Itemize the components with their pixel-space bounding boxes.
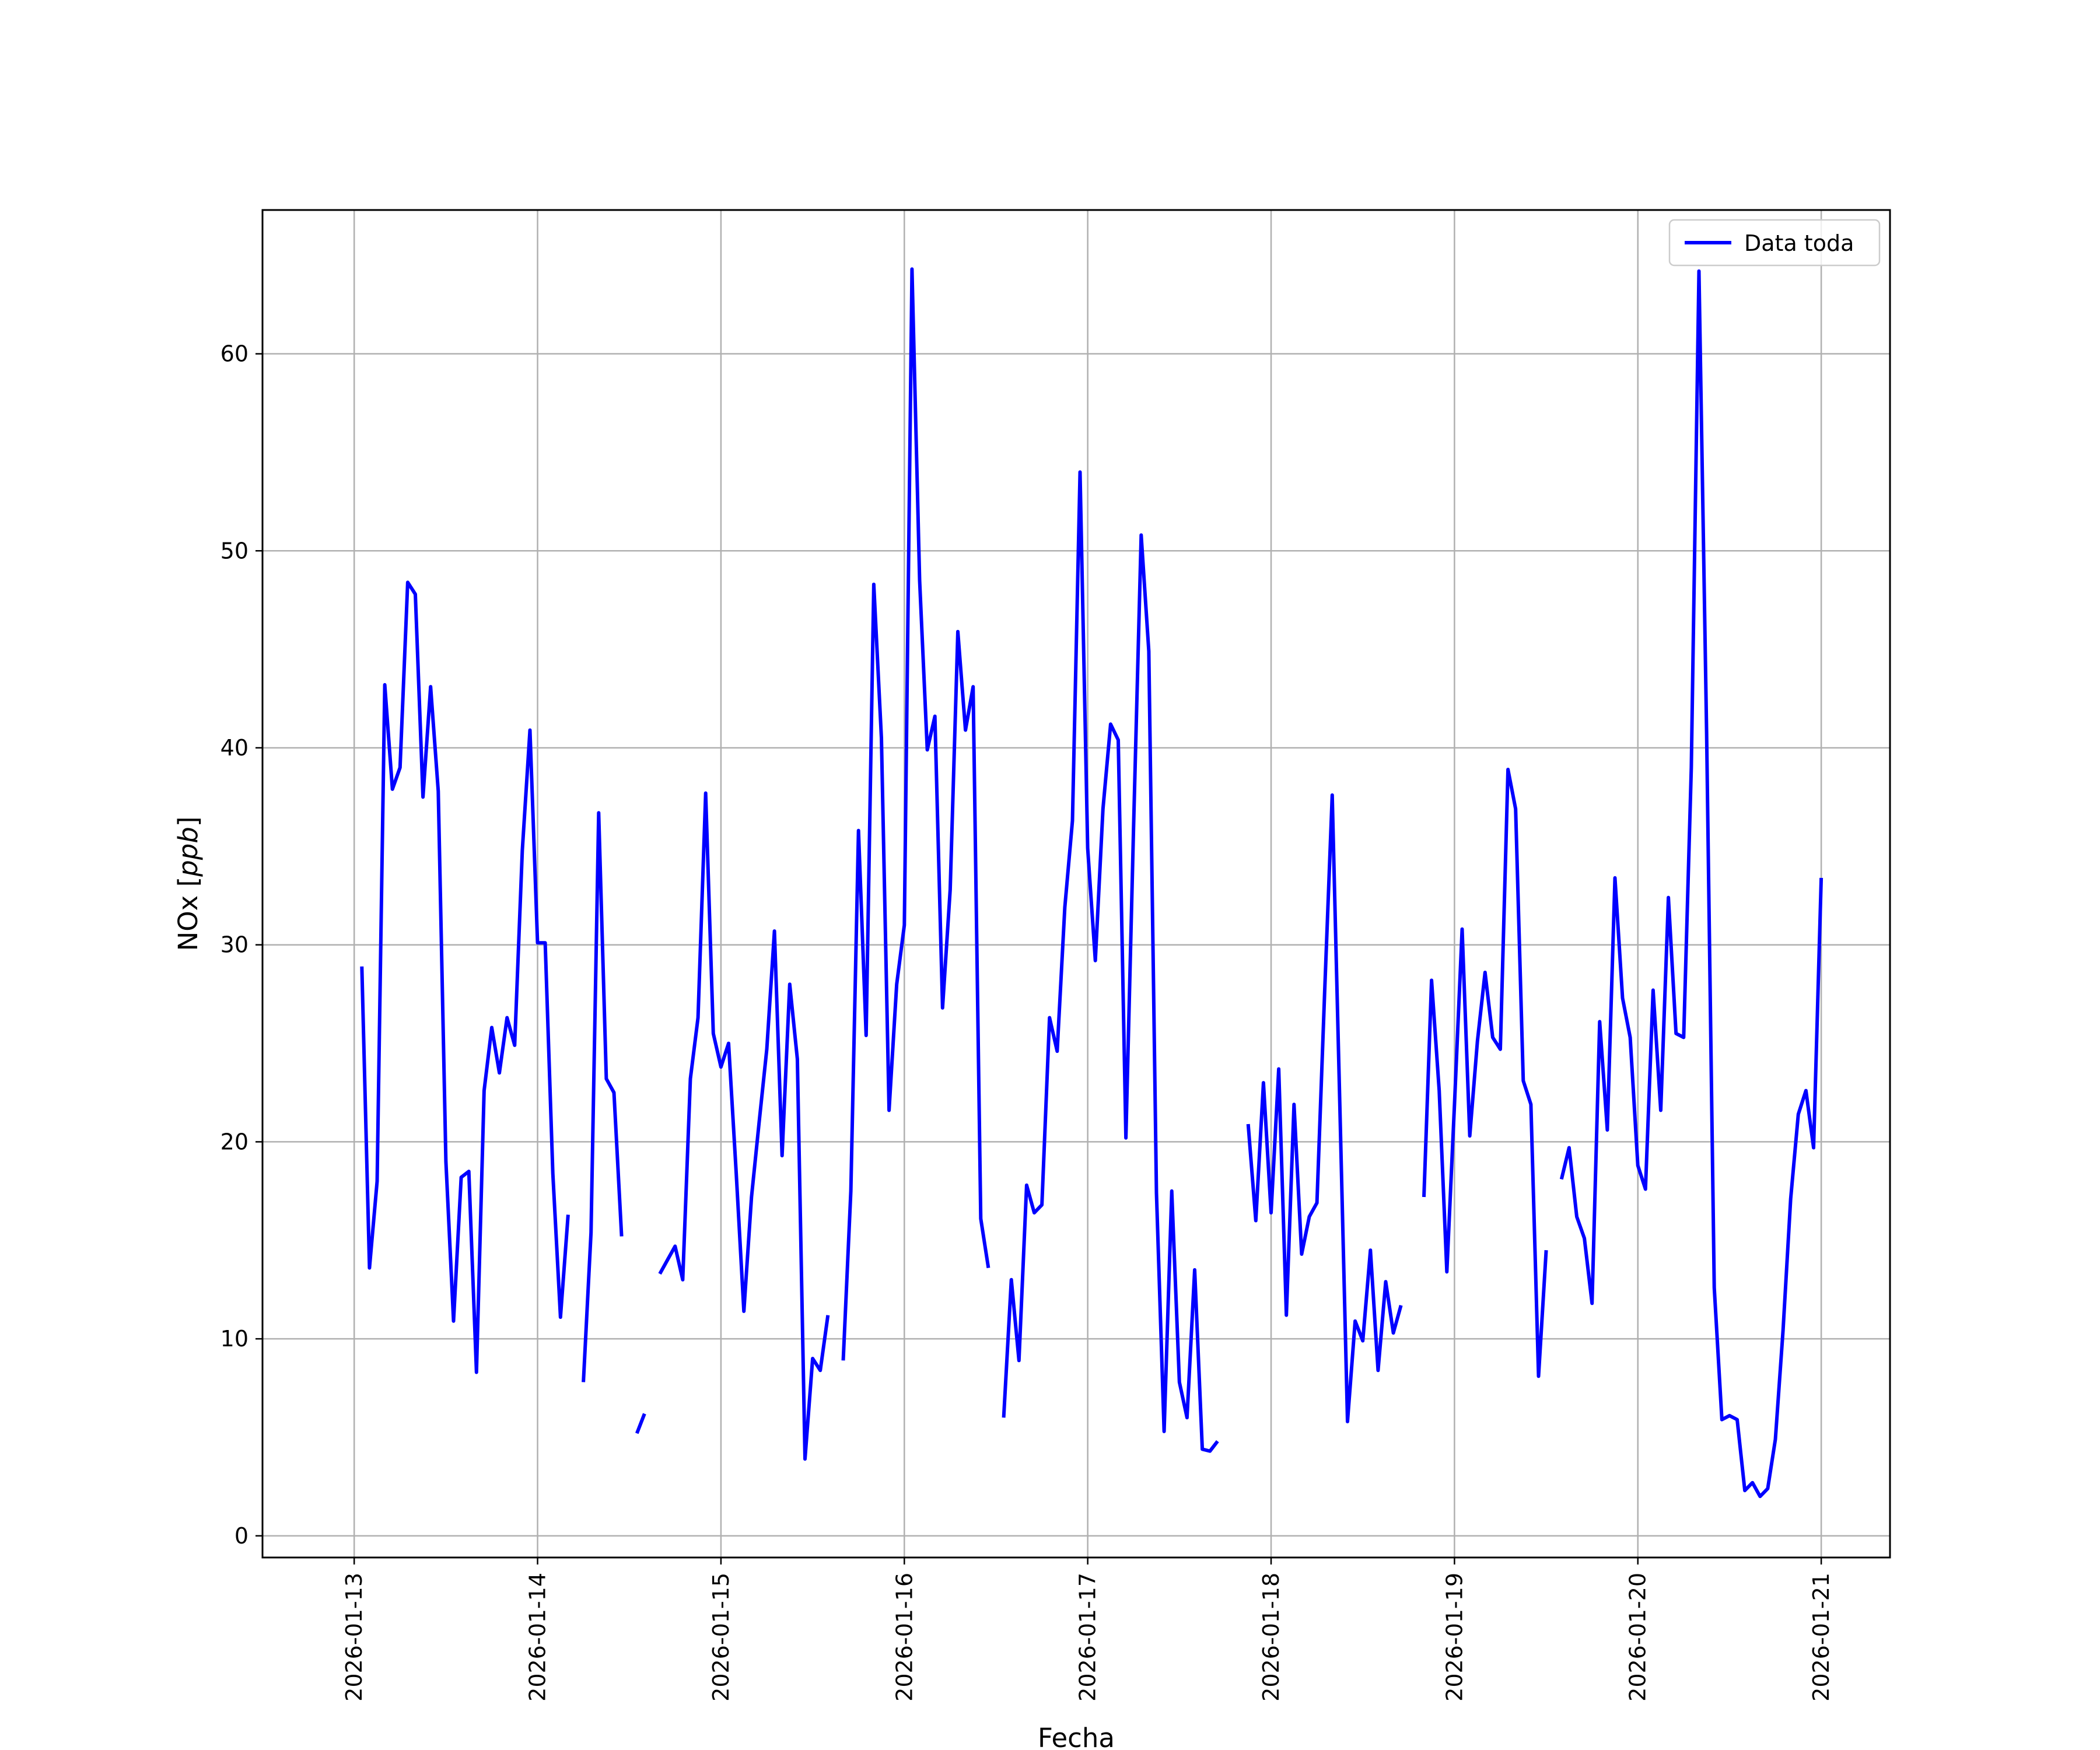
- x-tick-label: 2026-01-17: [1075, 1573, 1101, 1702]
- series-line-segment: [658, 791, 830, 1461]
- y-axis-label: NOx [ppb]: [173, 817, 204, 951]
- x-tick-label: 2026-01-18: [1258, 1573, 1284, 1702]
- y-tick-label: 30: [220, 932, 249, 958]
- legend-series-label: Data toda: [1744, 230, 1854, 256]
- x-tick-label: 2026-01-14: [525, 1573, 551, 1702]
- series-line-segment: [1559, 269, 1824, 1499]
- series-line-segment: [582, 811, 624, 1382]
- y-axis-ticks: 0 10 20 30 40 50 60: [220, 341, 262, 1549]
- series-line-segment: [1246, 793, 1403, 1423]
- y-tick-label: 0: [235, 1523, 249, 1549]
- series-line-segment: [1422, 768, 1548, 1378]
- x-axis-label: Fecha: [1038, 1723, 1115, 1750]
- x-tick-label: 2026-01-16: [891, 1573, 917, 1702]
- y-tick-label: 60: [220, 341, 249, 367]
- y-axis-label-suffix: ]: [173, 817, 204, 827]
- series-line-segment: [360, 580, 570, 1374]
- x-tick-label: 2026-01-13: [341, 1573, 367, 1702]
- axes-frame: [261, 209, 1891, 1559]
- legend: Data toda: [1668, 219, 1881, 267]
- series-line-segment: [1002, 470, 1219, 1453]
- y-axis-label-prefix: NOx [: [173, 877, 204, 951]
- x-tick-label: 2026-01-15: [708, 1573, 734, 1702]
- x-axis-ticks: 2026-01-13 2026-01-14 2026-01-15 2026-01-16…: [341, 1558, 1834, 1702]
- series-line-segment: [635, 1413, 646, 1434]
- y-tick-label: 40: [220, 735, 249, 761]
- x-tick-label: 2026-01-19: [1441, 1573, 1467, 1702]
- x-tick-label: 2026-01-20: [1625, 1573, 1651, 1702]
- y-tick-label: 10: [220, 1326, 249, 1352]
- legend-box: [1668, 219, 1881, 267]
- x-tick-label: 2026-01-21: [1808, 1573, 1834, 1702]
- y-axis-label-unit: ppb: [173, 827, 204, 877]
- series-line-segment: [841, 267, 991, 1361]
- y-tick-label: 20: [220, 1129, 249, 1154]
- series-layer: [360, 267, 1824, 1499]
- y-tick-label: 50: [220, 538, 249, 564]
- grid: [262, 210, 1890, 1558]
